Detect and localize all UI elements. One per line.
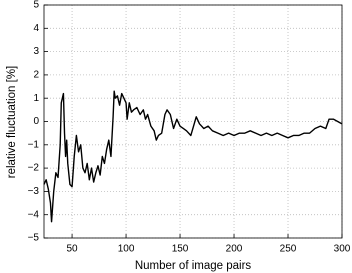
x-tick-label: 200	[226, 244, 243, 255]
y-tick-label: 1	[33, 93, 39, 104]
x-tick-label: 100	[118, 244, 135, 255]
y-tick-label: 2	[33, 70, 39, 81]
y-tick-label: −2	[28, 163, 40, 174]
y-tick-label: 3	[33, 46, 39, 57]
y-tick-label: −3	[28, 186, 40, 197]
y-tick-label: −4	[28, 209, 40, 220]
y-axis-label: relative fluctuation [%]	[6, 66, 18, 179]
x-tick-label: 250	[280, 244, 297, 255]
x-tick-label: 50	[67, 244, 79, 255]
x-tick-label: 300	[334, 244, 351, 255]
y-tick-label: 0	[33, 116, 39, 127]
y-tick-label: 5	[33, 0, 39, 11]
y-tick-label: −5	[28, 233, 40, 244]
x-axis-label: Number of image pairs	[135, 260, 252, 272]
x-tick-label: 150	[172, 244, 189, 255]
y-tick-label: 4	[33, 23, 39, 34]
plot-frame	[43, 4, 343, 239]
y-tick-label: −1	[28, 139, 40, 150]
data-line	[43, 90, 343, 223]
